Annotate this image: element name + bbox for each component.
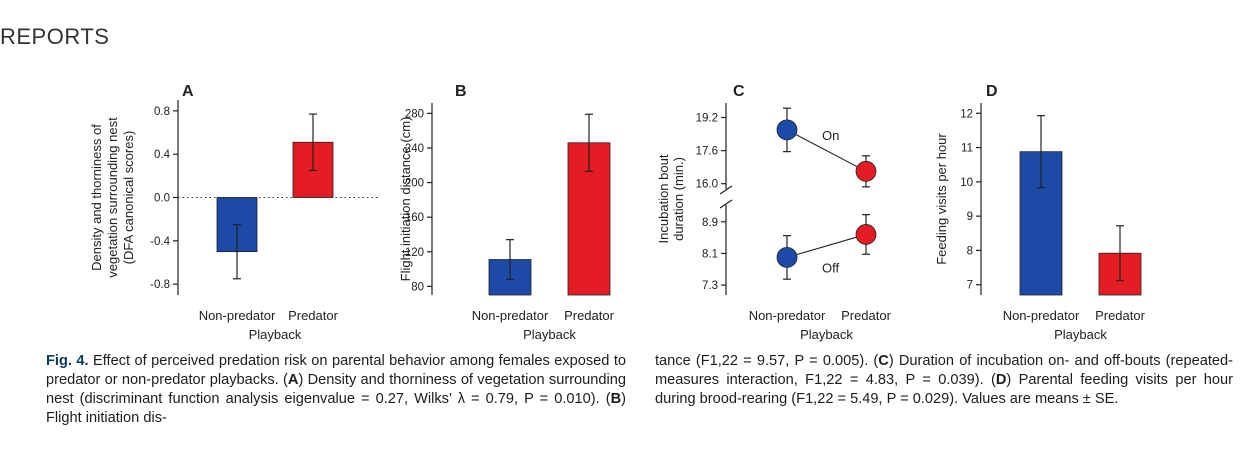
- panel-d-ytick-label: 12: [960, 108, 973, 120]
- panel-c-axis-break-mark: [719, 199, 733, 209]
- panel-a-ytick-label: 0.4: [154, 149, 171, 161]
- caption-panel-d: D: [995, 372, 1007, 388]
- panel-c-ytick-label: 7.3: [702, 280, 718, 292]
- panel-c-xtick-label: Predator: [841, 308, 892, 323]
- caption-figure-label: Fig. 4.: [46, 353, 89, 369]
- panel-d-letter: D: [986, 83, 998, 100]
- panel-b-ylabel-line: Flight initiation distance (cm): [398, 117, 413, 282]
- panel-c-ytick-label: 8.9: [702, 217, 718, 229]
- panel-c-series-on-label: On: [822, 128, 839, 143]
- panel-d-ylabel-line: Feeding visits per hour: [934, 133, 949, 265]
- caption-a-text: ) Density and thorniness of vegetation s…: [46, 372, 626, 407]
- panel-a-xlabel: Playback: [249, 327, 302, 342]
- panel-a-ytick-label: 0.0: [154, 193, 170, 205]
- panel-c-ylabel-line: duration (min.): [671, 157, 686, 241]
- panel-c-series-off-line: [786, 233, 867, 258]
- panel-b-xlabel: Playback: [523, 327, 576, 342]
- panel-b-ytick-label: 240: [405, 143, 424, 155]
- panel-c-series-off-label: Off: [822, 260, 839, 275]
- panel-c-series-on-line: [786, 129, 867, 172]
- caption-c-text: ) Duration of incubation on- and off-bou…: [655, 353, 1234, 388]
- panel-c-ylabel-line: Incubation bout: [656, 154, 671, 243]
- caption-left: Fig. 4. Effect of perceived predation ri…: [46, 352, 626, 428]
- panel-c-ytick-label: 8.1: [702, 248, 718, 260]
- panel-c-xtick-label: Non-predator: [749, 308, 826, 323]
- panel-a-ylabel-line: (DFA canonical scores): [121, 131, 136, 265]
- panel-c-axis-break-mark: [719, 185, 733, 195]
- panel-b-ytick-label: 200: [405, 178, 424, 190]
- panel-c-ytick-label: 16.0: [696, 179, 718, 191]
- panel-d-ytick-label: 10: [960, 177, 973, 189]
- panel-c-series-on-point-predator: [855, 160, 877, 182]
- panel-a-letter: A: [182, 83, 194, 100]
- panel-a-ytick-label: -0.4: [150, 236, 170, 248]
- panel-a-ylabel-line: vegetation surrounding nest: [105, 117, 120, 278]
- panel-d-ytick-label: 11: [961, 143, 973, 155]
- panel-c-ytick-label: 19.2: [696, 112, 718, 124]
- caption-right: tance (F1,22 = 9.57, P = 0.005). (C) Dur…: [655, 352, 1233, 409]
- panel-b-ytick-label: 160: [405, 212, 424, 224]
- panel-a-ytick-label: 0.8: [154, 106, 170, 118]
- panel-b-ytick-label: 80: [411, 281, 424, 293]
- caption-panel-a: A: [287, 372, 299, 388]
- figure-4: A Density and thorniness of vegetation sur…: [89, 83, 1146, 342]
- caption-b-text: ) Flight initiation dis-: [46, 391, 626, 426]
- panel-c-letter: C: [733, 83, 745, 100]
- section-header: REPORTS: [0, 24, 110, 49]
- caption-intro: Effect of perceived predation risk on pa…: [46, 353, 626, 388]
- panel-b-xtick-label: Non-predator: [472, 308, 549, 323]
- panel-b-ytick-label: 280: [405, 108, 424, 120]
- caption-b-cont: tance (F1,22 = 9.57, P = 0.005). (: [655, 353, 879, 369]
- panel-d-xlabel: Playback: [1054, 327, 1107, 342]
- panel-d-xtick-label: Predator: [1095, 308, 1146, 323]
- panel-b-xtick-label: Predator: [564, 308, 615, 323]
- panel-c-series-off-point-predator: [855, 224, 877, 245]
- panel-a-ytick-label: -0.8: [150, 279, 170, 291]
- panel-c-series-off-point-non-predator: [776, 247, 798, 268]
- panel-d-ytick-label: 8: [967, 245, 973, 257]
- panel-a-xtick-label: Non-predator: [199, 308, 276, 323]
- caption-d-text: ) Parental feeding visits per hour durin…: [655, 372, 1233, 407]
- panel-b-ytick-label: 120: [405, 247, 424, 259]
- panel-d-ytick-label: 7: [967, 280, 973, 292]
- panel-d-ytick-label: 9: [967, 211, 973, 223]
- panel-c-series-on-point-non-predator: [776, 119, 798, 141]
- caption-panel-b: B: [610, 391, 622, 407]
- panel-c-ytick-label: 17.6: [696, 146, 718, 158]
- panel-a-xtick-label: Predator: [288, 308, 339, 323]
- caption-panel-c: C: [878, 353, 889, 369]
- panel-a-ylabel-line: Density and thorniness of: [89, 124, 104, 271]
- panel-d-xtick-label: Non-predator: [1003, 308, 1080, 323]
- panel-b-letter: B: [455, 83, 467, 100]
- panel-c-xlabel: Playback: [800, 327, 853, 342]
